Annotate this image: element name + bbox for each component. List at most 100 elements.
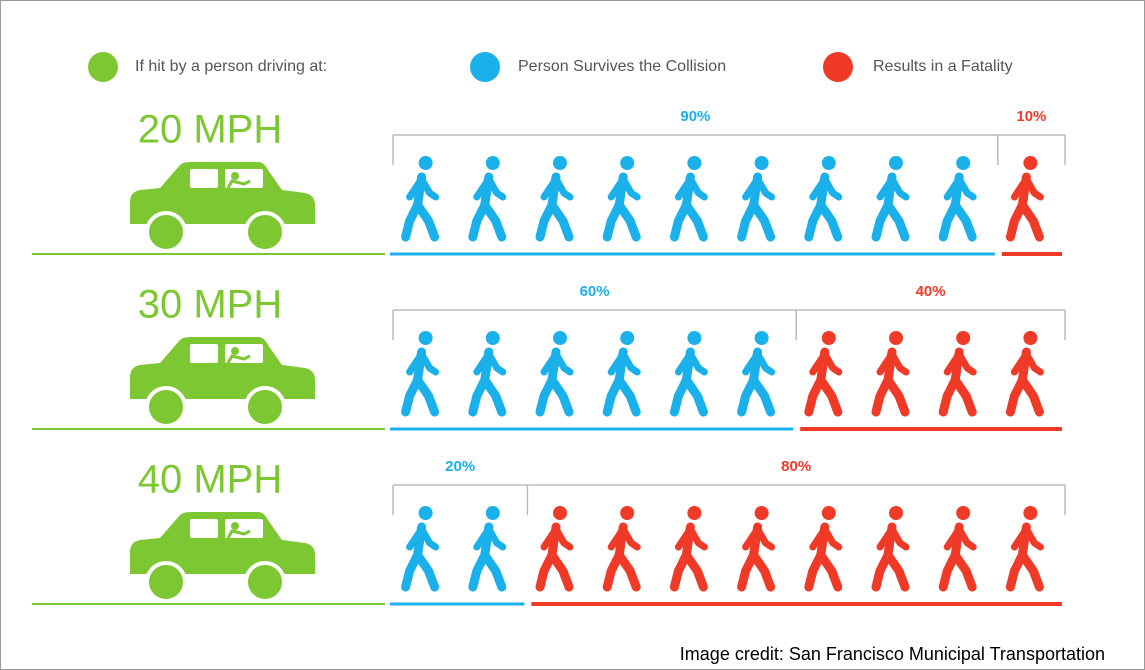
arms: [1010, 525, 1044, 551]
driver: [231, 522, 239, 530]
percent-label: 90%: [680, 108, 710, 125]
legend-label: Person Survives the Collision: [518, 58, 726, 75]
driver-body: [226, 179, 251, 189]
head: [754, 331, 769, 345]
source: Image credit: San Francisco Municipal Tr…: [680, 644, 1105, 664]
pedestrian: [871, 156, 910, 242]
legs: [669, 375, 708, 417]
legs: [938, 200, 977, 242]
head: [620, 506, 635, 520]
speed-label: 40 MPH: [138, 458, 283, 502]
arms: [742, 175, 776, 201]
legs: [1005, 375, 1044, 417]
arms: [742, 350, 776, 376]
legs: [535, 200, 574, 242]
pedestrian: [669, 506, 708, 592]
percent-label: 60%: [580, 283, 610, 300]
head: [821, 506, 836, 520]
head: [418, 331, 433, 345]
pedestrian: [669, 156, 708, 242]
head: [956, 156, 971, 170]
pedestrian: [737, 331, 776, 417]
legs: [938, 550, 977, 592]
car: [130, 337, 315, 428]
pedestrian: [804, 331, 843, 417]
head: [889, 506, 903, 520]
pedestrian: [804, 506, 843, 592]
legs: [401, 200, 440, 242]
legs: [602, 375, 641, 417]
arms: [540, 350, 574, 376]
pedestrian: [1005, 331, 1044, 417]
pedestrian: [669, 331, 708, 417]
window: [190, 519, 218, 538]
driver: [231, 347, 239, 355]
head: [821, 156, 836, 170]
pedestrian: [535, 156, 574, 242]
pedestrian: [468, 156, 507, 242]
arms: [540, 525, 574, 551]
legs: [871, 200, 910, 242]
head: [956, 331, 971, 345]
legend-title: If hit by a person driving at:: [135, 58, 327, 75]
pedestrian: [401, 156, 440, 242]
arms: [809, 525, 843, 551]
legs: [938, 375, 977, 417]
percent-label: 80%: [781, 458, 811, 475]
head: [1023, 331, 1038, 345]
arms: [607, 175, 641, 201]
pedestrian: [401, 506, 440, 592]
arms: [1010, 175, 1044, 201]
speed-label: 30 MPH: [138, 283, 283, 327]
car-body: [130, 512, 315, 574]
arms: [406, 350, 440, 376]
pedestrian: [938, 156, 977, 242]
pedestrian: [602, 506, 641, 592]
head: [889, 331, 903, 345]
head: [687, 331, 702, 345]
arms: [876, 350, 910, 376]
legs: [804, 200, 843, 242]
arms: [406, 175, 440, 201]
legs: [669, 550, 708, 592]
legend-dot: [88, 52, 118, 82]
arms: [607, 350, 641, 376]
pedestrian: [1005, 506, 1044, 592]
pedestrian: [737, 156, 776, 242]
percent-label: 20%: [445, 458, 475, 475]
pedestrian: [871, 506, 910, 592]
head: [485, 506, 500, 520]
legend-label: Results in a Fatality: [873, 58, 1013, 75]
driver-body: [226, 529, 251, 539]
legend-dot: [470, 52, 500, 82]
legend-dot: [823, 52, 853, 82]
pedestrian: [804, 156, 843, 242]
head: [687, 156, 702, 170]
arms: [607, 525, 641, 551]
arms: [473, 525, 507, 551]
arms: [540, 175, 574, 201]
wheel: [145, 561, 187, 603]
legs: [468, 550, 507, 592]
arms: [1010, 350, 1044, 376]
legs: [737, 550, 776, 592]
car-body: [130, 162, 315, 224]
head: [687, 506, 702, 520]
percent-label: 10%: [1016, 108, 1046, 125]
window: [190, 344, 218, 363]
legs: [468, 375, 507, 417]
legs: [468, 200, 507, 242]
pedestrian: [871, 331, 910, 417]
head: [553, 331, 567, 345]
legs: [871, 375, 910, 417]
legs: [669, 200, 708, 242]
driver-body: [226, 354, 251, 364]
head: [956, 506, 971, 520]
legs: [602, 550, 641, 592]
pedestrian: [468, 506, 507, 592]
pedestrian: [468, 331, 507, 417]
head: [418, 156, 433, 170]
arms: [674, 175, 708, 201]
driver: [231, 172, 239, 180]
